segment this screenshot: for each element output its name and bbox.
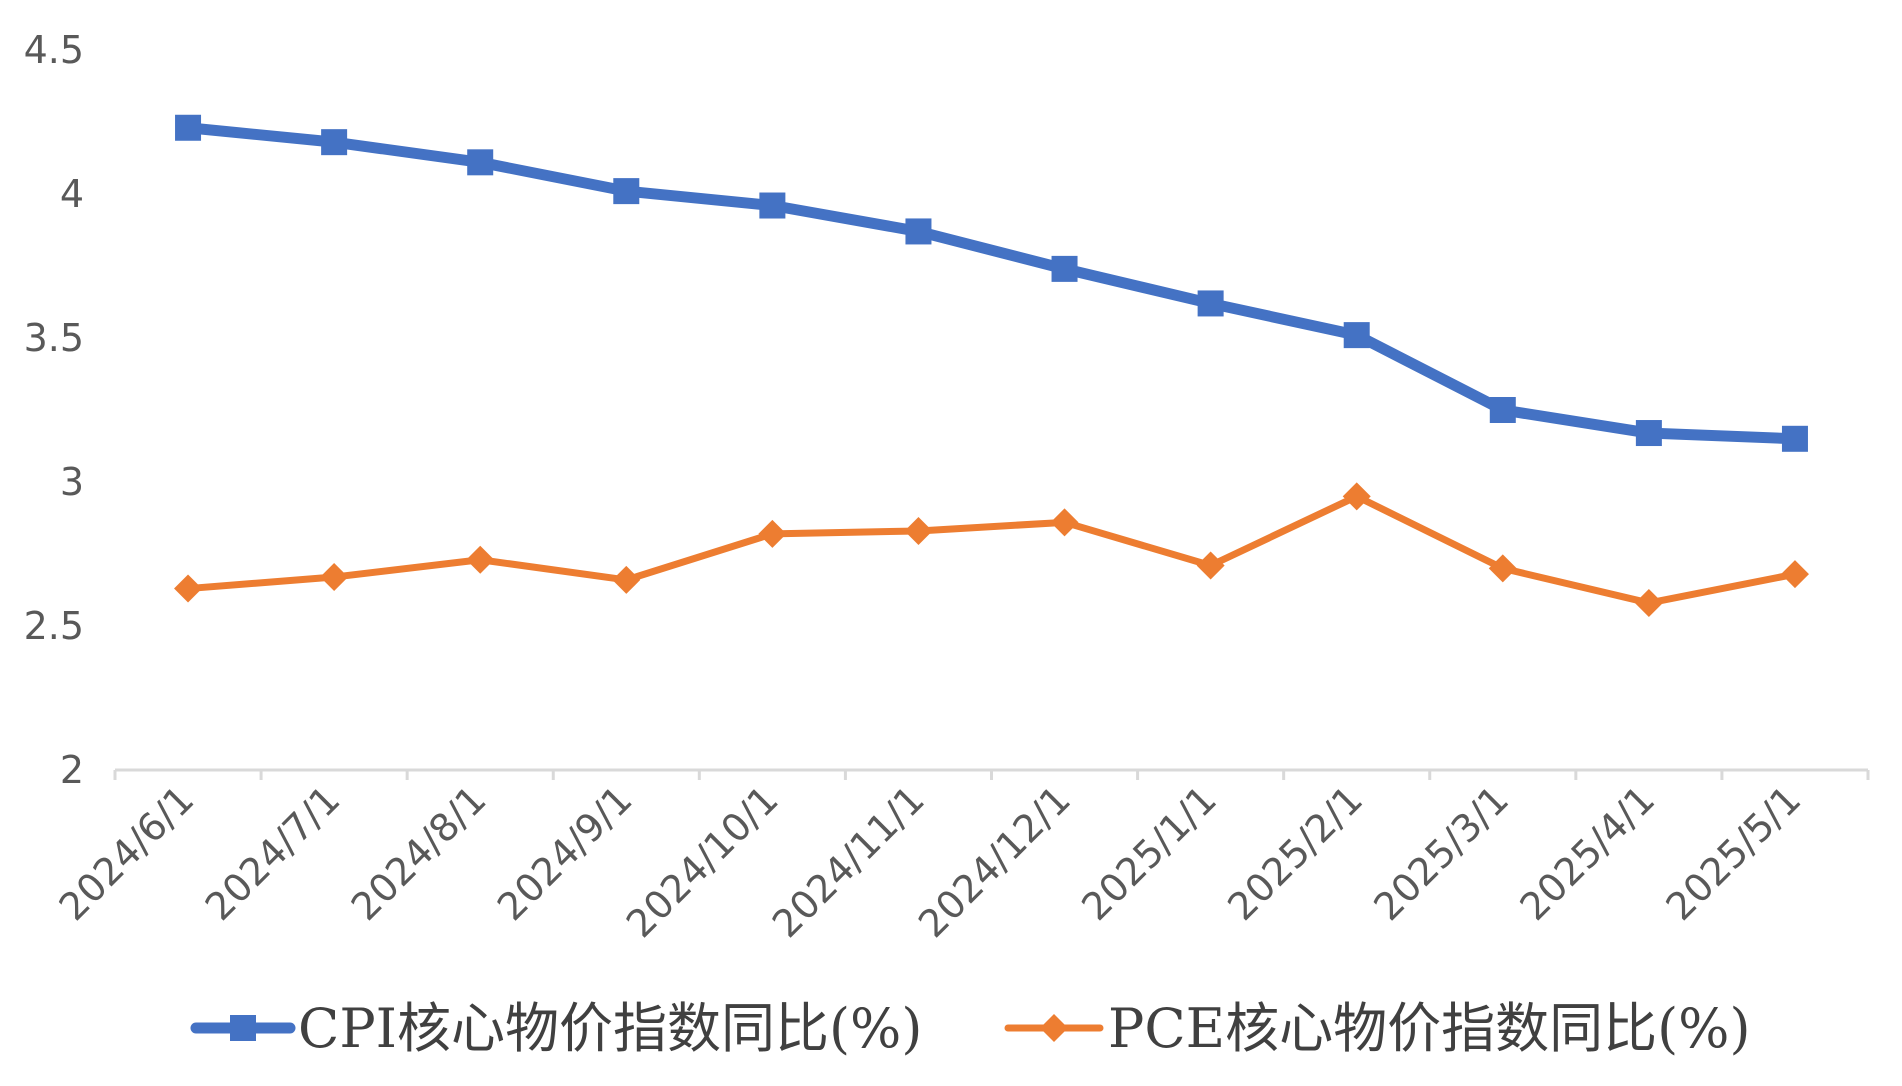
x-tick-label: 2025/4/1 [1511,777,1663,929]
x-tick-label: 2025/1/1 [1073,777,1225,929]
x-tick-label: 2024/9/1 [489,777,641,929]
y-tick-label: 3 [60,460,84,504]
x-tick-label: 2025/3/1 [1365,777,1517,929]
data-point [758,519,787,548]
data-point [759,192,786,219]
legend-marker [230,1015,256,1041]
legend-item-2: PCE核心物价指数同比(%) [1004,997,1751,1060]
legend-marker [1040,1014,1068,1042]
x-tick-label: 2025/5/1 [1658,777,1810,929]
series-line [182,122,1801,445]
y-tick-label: 4.5 [24,28,84,72]
y-axis-labels: 2 2.5 3 3.5 4 4.5 [24,28,84,792]
data-point [1489,397,1516,423]
series-layer [174,114,1809,617]
x-axis: 2024/6/12024/7/12024/8/12024/9/12024/10/… [51,768,1870,946]
x-tick-label: 2024/7/1 [197,777,349,929]
y-tick-label: 3.5 [24,316,84,360]
legend-item-1: CPI核心物价指数同比(%) [190,997,922,1060]
data-point [175,114,202,141]
x-tick-label: 2025/2/1 [1219,777,1371,929]
y-tick-label: 2.5 [24,604,84,648]
legend: CPI核心物价指数同比(%) PCE核心物价指数同比(%) [190,997,1751,1060]
x-tick-label: 2024/11/1 [764,777,933,946]
series-line [184,492,1799,607]
data-point [467,149,494,176]
data-point [1343,322,1370,349]
data-point [1051,255,1078,282]
data-point [320,563,349,592]
data-point [1197,290,1224,317]
legend-label: PCE核心物价指数同比(%) [1108,997,1751,1060]
data-point [321,129,348,156]
x-tick-label: 2024/10/1 [618,777,787,946]
legend-label: CPI核心物价指数同比(%) [298,997,922,1060]
data-point [1634,588,1663,617]
data-point [174,574,203,603]
x-tick-label: 2024/12/1 [910,777,1079,946]
y-tick-label: 2 [60,748,84,792]
data-point [904,516,933,545]
data-point [1781,425,1808,452]
data-point [1488,554,1517,583]
data-point [466,545,495,574]
data-point [1342,482,1371,511]
data-point [1780,560,1809,589]
data-point [905,218,932,245]
data-point [1635,420,1662,447]
data-point [613,178,640,205]
data-point [1050,508,1079,537]
data-point [1196,551,1225,580]
x-tick-label: 2024/8/1 [343,777,495,929]
y-tick-label: 4 [60,172,84,216]
series-2 [174,482,1809,617]
data-point [612,565,641,594]
x-tick-label: 2024/6/1 [51,777,203,929]
series-1 [175,114,1808,452]
